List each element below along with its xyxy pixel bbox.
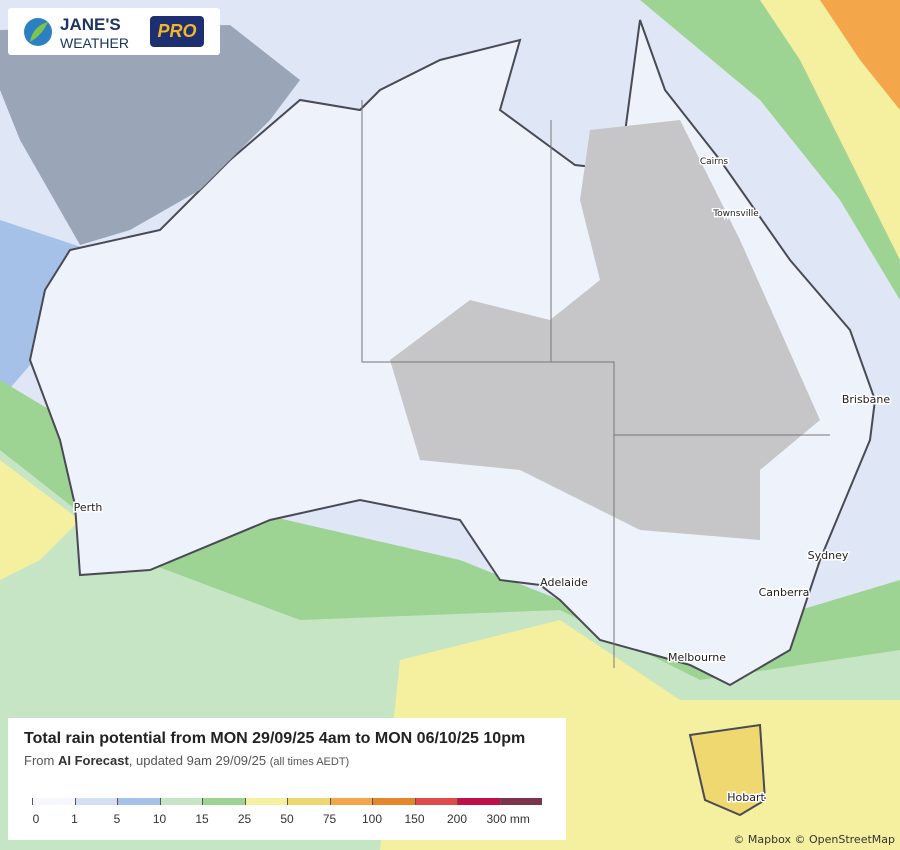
legend: Total rain potential from MON 29/09/25 4…	[8, 718, 566, 840]
legend-label: 25	[237, 812, 252, 826]
legend-swatch	[117, 798, 160, 805]
dry-area	[0, 25, 300, 245]
legend-scale: 0 1 5 10 15 25 50 75 100 150 200 300 mm	[8, 718, 566, 840]
legend-swatch	[287, 798, 330, 805]
logo-text: WEATHER	[60, 35, 129, 51]
legend-label: 300 mm	[486, 812, 530, 826]
city-label: Perth	[74, 501, 103, 514]
legend-swatch	[202, 798, 245, 805]
legend-swatch	[159, 798, 202, 805]
subtitle-note: (all times AEDT)	[269, 756, 350, 768]
legend-label: 150	[404, 812, 425, 826]
legend-label: 75	[322, 812, 337, 826]
city-label: Townsville	[712, 209, 759, 219]
legend-label: 100	[361, 812, 383, 826]
pro-badge: PRO	[150, 16, 204, 47]
legend-swatch	[244, 798, 287, 805]
rain-band	[0, 460, 80, 580]
city-label: Sydney	[808, 549, 849, 562]
subtitle-text: From	[24, 753, 55, 768]
city-label: Cairns	[700, 157, 729, 167]
legend-subtitle: From AI Forecast, updated 9am 29/09/25 (…	[24, 753, 349, 768]
legend-title: Total rain potential from MON 29/09/25 4…	[24, 730, 526, 747]
state-border	[361, 100, 830, 668]
logo[interactable]: JANE'S WEATHER PRO	[8, 8, 220, 55]
city-label: Canberra	[759, 586, 810, 599]
legend-swatch	[414, 798, 457, 805]
legend-label: 1	[71, 812, 78, 826]
legend-label: 5	[113, 812, 121, 826]
subtitle-text: , updated 9am 29/09/25	[128, 753, 267, 768]
legend-swatch	[372, 798, 415, 805]
legend-swatch	[457, 798, 500, 805]
city-label: Melbourne	[668, 651, 726, 664]
logo-icon	[24, 18, 52, 46]
legend-swatch	[329, 798, 372, 805]
city-label: Adelaide	[540, 576, 588, 589]
legend-label: 0	[32, 812, 40, 826]
legend-swatch	[32, 798, 75, 805]
logo-text: JANE'S	[60, 15, 121, 34]
legend-label: 10	[152, 812, 167, 826]
legend-label: 15	[195, 812, 209, 826]
city-label: Hobart	[727, 791, 765, 804]
legend-swatch	[74, 798, 117, 805]
legend-label: 50	[280, 812, 294, 826]
legend-swatch	[499, 798, 542, 805]
attribution: © Mapbox © OpenStreetMap	[733, 833, 895, 846]
subtitle-source: AI Forecast	[57, 753, 129, 768]
tasmania	[688, 723, 767, 817]
legend-label: 200	[446, 812, 468, 826]
rain-band	[820, 0, 900, 110]
city-label: Brisbane	[842, 393, 891, 406]
